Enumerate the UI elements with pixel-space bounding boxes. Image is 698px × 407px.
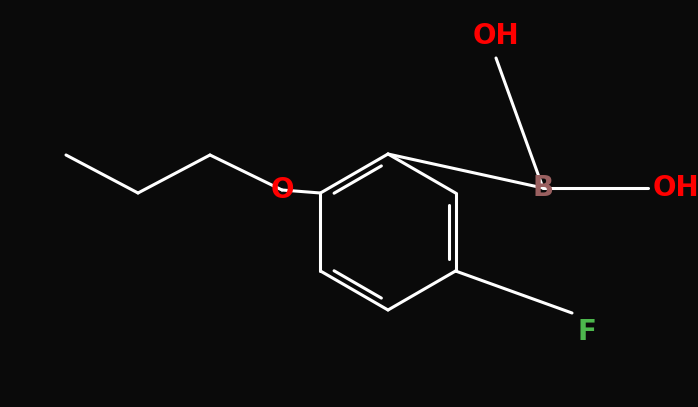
- Text: B: B: [533, 174, 554, 202]
- Text: F: F: [577, 318, 596, 346]
- Text: OH: OH: [653, 174, 698, 202]
- Text: OH: OH: [473, 22, 519, 50]
- Text: O: O: [270, 176, 294, 204]
